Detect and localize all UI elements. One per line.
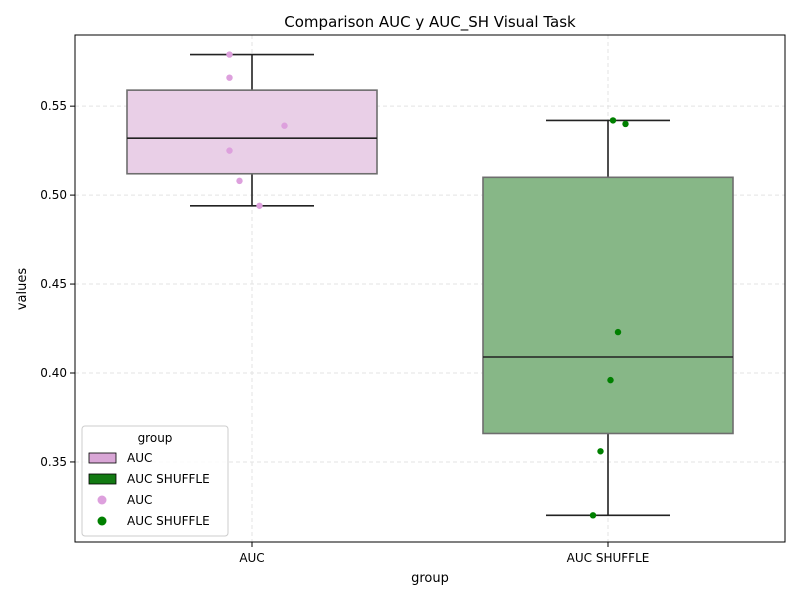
chart-title: Comparison AUC y AUC_SH Visual Task [284,13,576,32]
x-axis-label: group [411,571,449,586]
legend-frame [81,425,229,537]
y-tick-label: 0.50 [40,188,67,202]
data-point [226,51,233,58]
legend-title: group [138,431,173,445]
legend-swatch-box [88,473,117,485]
y-tick-label: 0.40 [40,366,67,380]
data-point [589,512,597,519]
legend-entry-label: AUC SHUFFLE [127,514,210,528]
boxes-layer [126,53,734,517]
legend-entry-label: AUC [127,493,152,507]
y-axis-label: values [15,268,30,311]
data-point [614,328,622,336]
data-point [226,74,233,81]
data-point [226,147,233,154]
x-tick-label: AUC SHUFFLE [567,551,650,565]
y-tick-label: 0.55 [40,99,67,113]
legend-swatch-point [97,516,107,526]
box-0 [126,89,378,175]
data-point [256,202,263,209]
points-layer [226,51,629,519]
y-tick-label: 0.35 [40,455,67,469]
y-axis: 0.35 0.40 0.45 0.50 0.55 [40,99,75,469]
legend-swatch-box [88,452,117,464]
x-tick-label: AUC [239,551,264,565]
data-point [597,448,604,455]
box-1 [482,176,734,435]
plot-area-frame [74,34,786,543]
x-axis: AUC AUC SHUFFLE [239,542,649,565]
data-point [622,120,629,128]
legend-entry-label: AUC [127,451,152,465]
data-point [609,117,617,124]
y-tick-label: 0.45 [40,277,67,291]
data-point [236,177,243,185]
data-point [607,376,614,384]
legend-swatch-point [97,495,107,505]
legend-entry-label: AUC SHUFFLE [127,472,210,486]
data-point [281,122,288,129]
legend: group AUC AUC SHUFFLE AUC AUC SHUFFLE [81,425,229,537]
